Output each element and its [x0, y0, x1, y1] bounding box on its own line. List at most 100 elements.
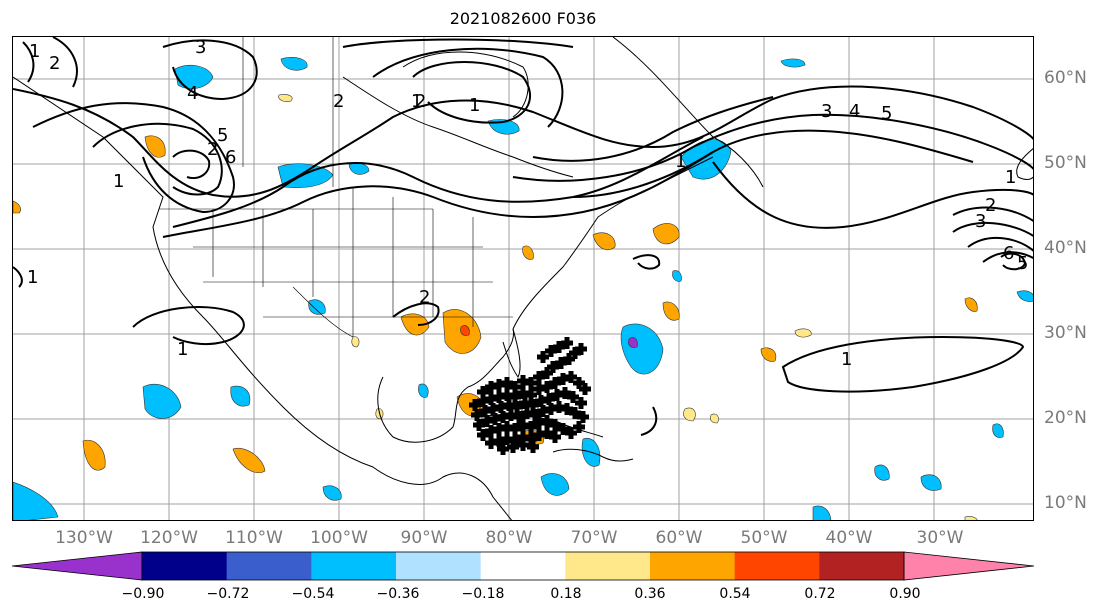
colorbar-tick-label: −0.72 — [206, 586, 250, 602]
storm-marker — [556, 341, 562, 353]
colorbar-tick-label: 0.36 — [634, 586, 666, 602]
patch-cyan — [418, 383, 429, 398]
contour-label: 1 — [469, 95, 480, 116]
patch-cyan — [13, 481, 59, 520]
storm-marker — [544, 381, 550, 393]
storm-marker — [488, 425, 494, 437]
storm-marker — [504, 389, 510, 401]
storm-marker — [548, 403, 554, 415]
lat-label: 40°N — [1044, 238, 1087, 258]
storm-marker — [530, 441, 536, 453]
contour-label: 1 — [1005, 167, 1016, 188]
patch-cyan — [174, 64, 214, 90]
colorbar-cell — [480, 552, 566, 580]
storm-marker — [508, 409, 514, 421]
contour-label: 4 — [187, 83, 198, 104]
lon-label: 120°W — [140, 528, 198, 548]
contour-label: 1 — [113, 171, 124, 192]
storm-marker — [520, 419, 526, 431]
storm-marker — [564, 337, 570, 349]
patch-cyan — [348, 162, 370, 175]
lon-label: 40°W — [825, 528, 873, 548]
storm-marker — [528, 421, 534, 433]
storm-marker — [580, 411, 586, 423]
patch-yellow — [794, 328, 812, 338]
colorbar-extend-high — [903, 551, 1035, 581]
contour-label: 5 — [1017, 253, 1028, 274]
anomaly-patches — [13, 57, 1033, 520]
lat-label: 10°N — [1044, 493, 1087, 513]
colorbar-extend-low — [11, 551, 143, 581]
storm-marker — [474, 409, 480, 421]
colorbar-cell — [396, 552, 482, 580]
storm-marker — [536, 371, 542, 383]
lat-label: 30°N — [1044, 323, 1087, 343]
contour-label: 1 — [27, 267, 38, 288]
storm-marker — [528, 389, 534, 401]
storm-marker — [512, 423, 518, 435]
contour-label: 1 — [29, 41, 40, 62]
storm-marker — [536, 417, 542, 429]
storm-marker — [520, 431, 526, 443]
storm-marker — [546, 393, 552, 405]
storm-marker — [536, 429, 542, 441]
storm-marker — [500, 411, 506, 423]
patch-orange — [400, 313, 430, 336]
colorbar-tick-label: 0.54 — [719, 586, 751, 602]
storm-marker — [552, 419, 558, 431]
contour-value-labels: 1 2 3 4 5 6 1 1 2 1 2 1 3 4 5 1 1 2 3 6 … — [27, 37, 1028, 370]
storm-marker — [484, 415, 490, 427]
colorbar-cell — [311, 552, 397, 580]
patch-orange — [232, 447, 266, 473]
storm-marker — [578, 343, 584, 355]
storm-marker — [496, 391, 502, 403]
colorbar-tick-label: 0.72 — [804, 586, 836, 602]
storm-marker — [506, 399, 512, 411]
storm-marker — [520, 375, 526, 387]
contour-label: 6 — [225, 147, 236, 168]
lat-label: 60°N — [1044, 68, 1087, 88]
storm-marker — [504, 421, 510, 433]
storm-marker — [554, 389, 560, 401]
patch-cyan — [322, 485, 342, 501]
storm-marker — [548, 345, 554, 357]
storm-marker — [482, 405, 488, 417]
lon-label: 90°W — [400, 528, 448, 548]
contour-label: 2 — [415, 91, 426, 112]
storm-marker — [552, 377, 558, 389]
storm-marker — [568, 427, 574, 439]
storm-marker — [552, 431, 558, 443]
storm-marker — [520, 439, 526, 451]
storm-marker — [560, 423, 566, 435]
storm-marker — [568, 371, 574, 383]
contour-label: 4 — [849, 101, 860, 122]
storm-marker — [544, 367, 550, 379]
storm-marker — [524, 407, 530, 419]
storm-marker — [544, 415, 550, 427]
patch-cyan — [920, 474, 942, 491]
patch-orange — [13, 200, 21, 214]
patch-red — [460, 325, 470, 336]
storm-marker — [532, 409, 538, 421]
contour-label: 1 — [411, 91, 422, 112]
patch-yellow — [709, 413, 719, 424]
storm-marker — [540, 351, 546, 363]
storm-marker — [514, 401, 520, 413]
patch-orange — [144, 135, 166, 158]
lat-label: 20°N — [1044, 408, 1087, 428]
storm-marker — [496, 379, 502, 391]
patch-purple — [628, 337, 638, 348]
storm-marker — [490, 403, 496, 415]
storm-marker — [492, 413, 498, 425]
storm-marker — [500, 443, 506, 455]
colorbar-tick-label: 0.18 — [550, 586, 582, 602]
lon-label: 60°W — [655, 528, 703, 548]
patch-cyan — [992, 423, 1004, 438]
storm-marker — [560, 373, 566, 385]
contour-label: 1 — [675, 151, 686, 172]
storm-marker — [476, 419, 482, 431]
storm-marker — [572, 407, 578, 419]
storm-marker — [528, 377, 534, 389]
storm-marker — [516, 411, 522, 423]
lat-label: 50°N — [1044, 153, 1087, 173]
